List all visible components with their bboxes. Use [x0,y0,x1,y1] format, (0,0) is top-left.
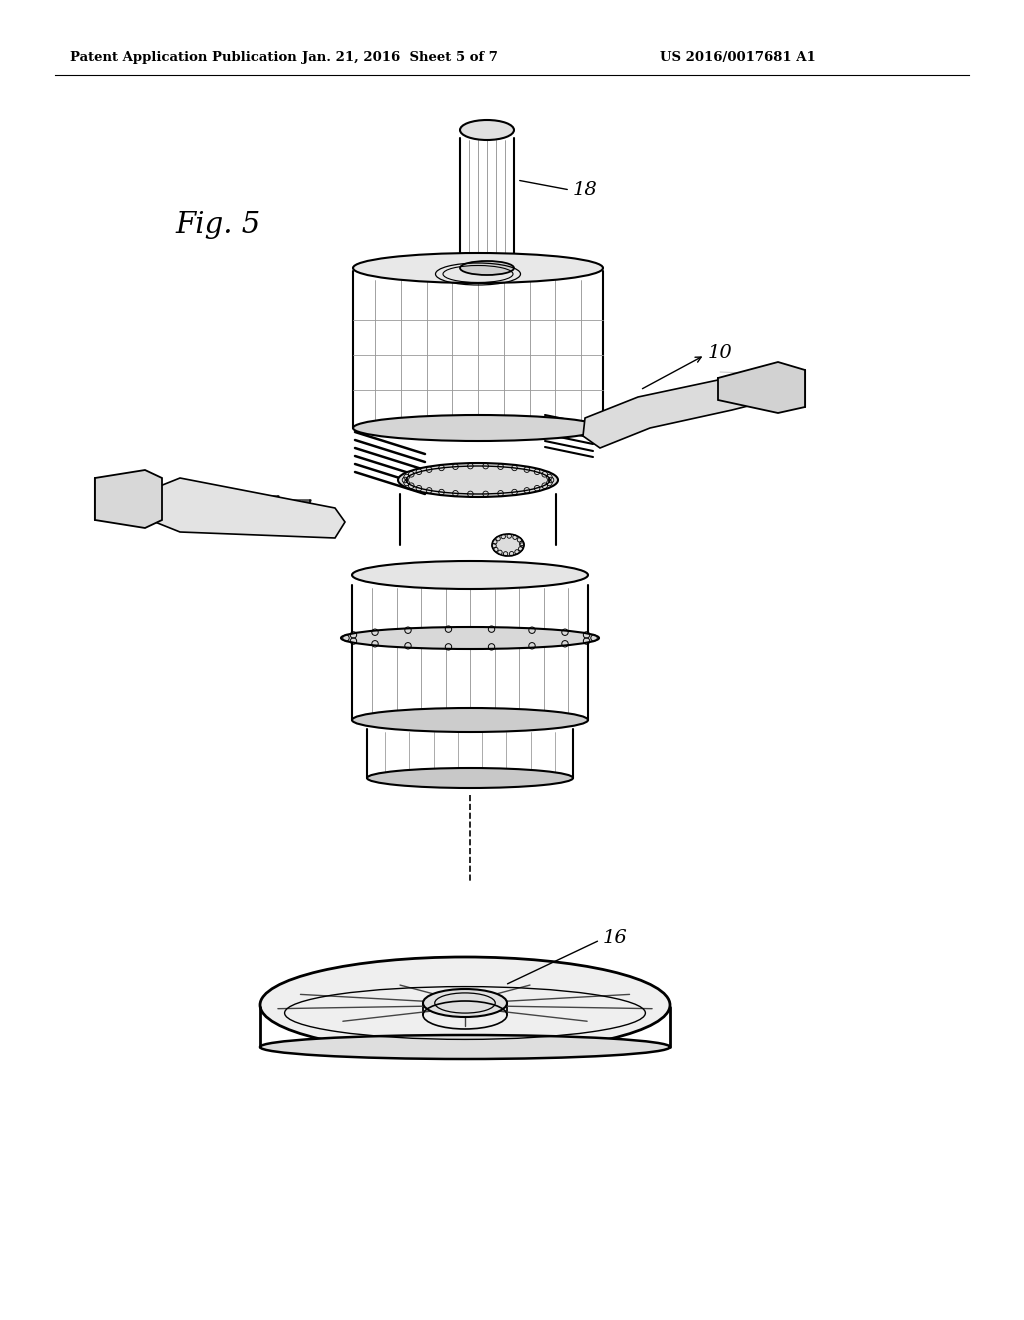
Polygon shape [583,380,772,447]
Text: Patent Application Publication: Patent Application Publication [70,50,297,63]
Ellipse shape [260,957,670,1053]
Ellipse shape [353,414,603,441]
Ellipse shape [460,120,514,140]
Text: 16: 16 [603,929,628,946]
Ellipse shape [352,708,588,733]
Text: Jan. 21, 2016  Sheet 5 of 7: Jan. 21, 2016 Sheet 5 of 7 [302,50,498,63]
Ellipse shape [353,253,603,282]
Text: 18: 18 [573,181,598,199]
Ellipse shape [423,989,507,1016]
Polygon shape [155,478,345,539]
Text: 10: 10 [708,345,733,362]
Ellipse shape [341,627,599,649]
Ellipse shape [352,561,588,589]
Text: US 2016/0017681 A1: US 2016/0017681 A1 [660,50,816,63]
Polygon shape [718,362,805,413]
Ellipse shape [367,768,573,788]
Polygon shape [95,470,162,528]
Ellipse shape [398,463,558,498]
Ellipse shape [260,1035,670,1059]
Text: Fig. 5: Fig. 5 [175,211,260,239]
Ellipse shape [460,261,514,275]
Ellipse shape [492,535,524,556]
